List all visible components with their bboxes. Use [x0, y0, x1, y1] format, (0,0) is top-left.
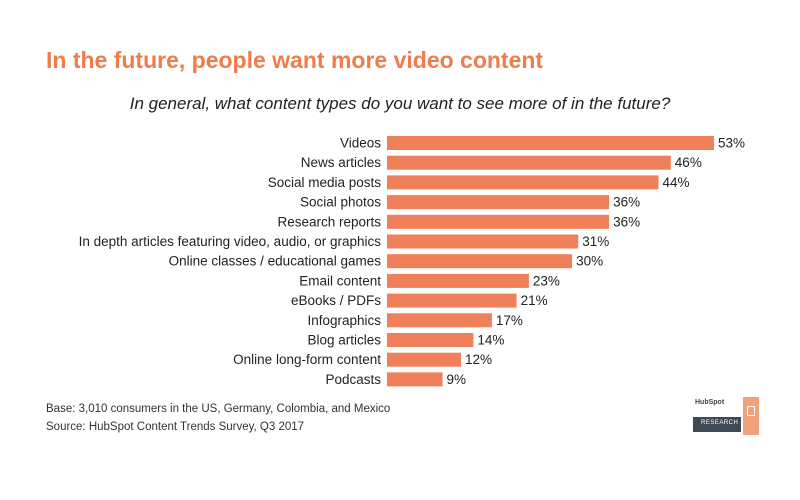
category-label: Blog articles [307, 333, 381, 348]
value-label: 53% [718, 136, 745, 151]
bar [387, 333, 474, 347]
bar [387, 273, 529, 288]
category-label: Social photos [300, 195, 381, 210]
value-label: 31% [582, 234, 609, 249]
bar [387, 234, 579, 249]
value-label: 36% [613, 214, 640, 229]
bar [387, 155, 671, 170]
category-label: Email content [299, 273, 381, 288]
bar [387, 136, 714, 150]
category-label: Social media posts [268, 175, 382, 190]
logo-brand: HubSpot [695, 399, 725, 406]
bar [387, 214, 610, 229]
bar [387, 313, 492, 328]
value-label: 14% [477, 333, 504, 348]
chart-title: In the future, people want more video co… [46, 47, 544, 73]
value-label: 12% [465, 352, 492, 367]
footnote-source: Source: HubSpot Content Trends Survey, Q… [46, 421, 305, 433]
category-label: Podcasts [325, 372, 381, 387]
value-label: 21% [521, 293, 548, 308]
category-label: In depth articles featuring video, audio… [79, 234, 382, 249]
bar [387, 195, 610, 210]
category-label: Infographics [307, 313, 381, 328]
chart-subtitle: In general, what content types do you wa… [129, 94, 671, 113]
category-label: Online long-form content [233, 352, 381, 367]
value-label: 36% [613, 195, 640, 210]
logo-research-label: RESEARCH [701, 420, 739, 426]
category-label: eBooks / PDFs [291, 293, 381, 308]
value-label: 9% [447, 372, 467, 387]
value-label: 30% [576, 254, 603, 269]
category-label: News articles [301, 155, 382, 170]
footnote-base: Base: 3,010 consumers in the US, Germany… [46, 403, 391, 415]
document-icon [743, 397, 759, 435]
value-label: 17% [496, 313, 523, 328]
value-label: 46% [675, 155, 702, 170]
bar [387, 175, 659, 190]
bar [387, 293, 517, 308]
bar [387, 254, 573, 269]
category-label: Research reports [277, 214, 381, 229]
document-icon-outline [747, 406, 755, 416]
logo-research-bar: RESEARCH [693, 417, 741, 432]
category-label: Videos [340, 136, 381, 151]
value-label: 44% [662, 175, 689, 190]
bar [387, 372, 443, 387]
category-label: Online classes / educational games [169, 254, 382, 269]
hubspot-research-logo: HubSpot RESEARCH [693, 393, 759, 441]
bar [387, 352, 462, 367]
value-label: 23% [533, 273, 560, 288]
